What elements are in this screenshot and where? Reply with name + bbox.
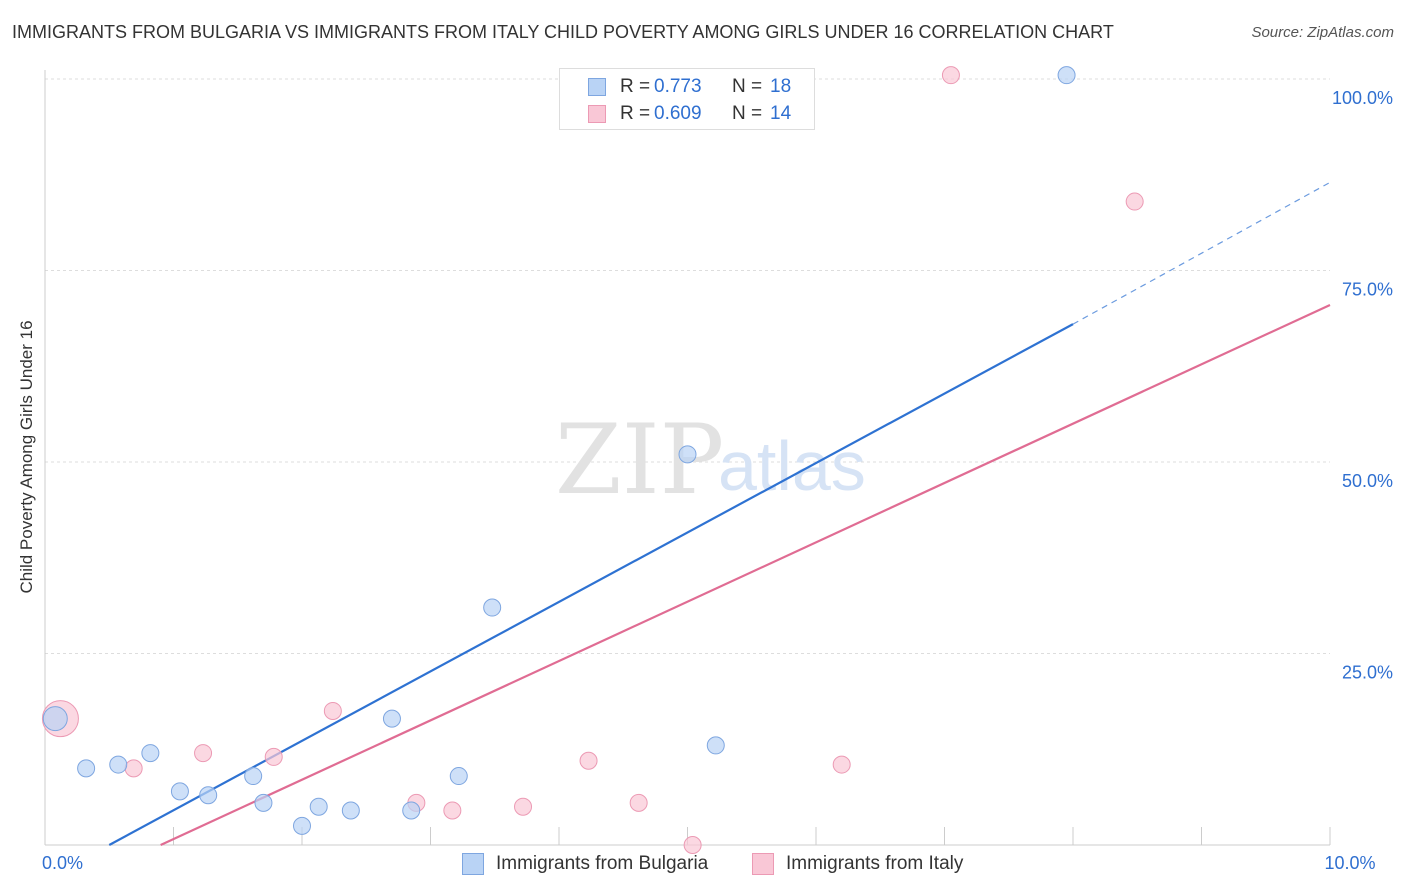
bulgaria-point [293,816,311,835]
source-credit: Source: ZipAtlas.com [1251,24,1394,41]
bulgaria-point [341,801,360,820]
watermark-zip: ZIP [555,404,724,516]
italy-point [514,797,533,816]
bulgaria-point [449,767,468,786]
bulgaria-point [170,782,189,801]
x-tick-label: 0.0% [42,853,83,873]
n-value: 14 [770,103,792,124]
y-tick-label: 50.0% [1342,471,1393,491]
italy-point [579,751,598,770]
bulgaria-point [402,801,421,820]
n-value: 18 [770,76,792,97]
bulgaria-point [483,598,502,617]
y-tick-label: 25.0% [1342,663,1393,683]
italy-point [683,836,702,854]
italy-point [194,744,213,763]
correlation-legend: R = 0.773 N = 18 R = 0.609 N = 14 [559,68,815,130]
n-label: N = [732,103,763,124]
italy-point [1125,192,1144,211]
x-tick-label: 10.0% [1324,853,1375,873]
italy-point [264,747,283,766]
chart-title: IMMIGRANTS FROM BULGARIA VS IMMIGRANTS F… [12,22,1114,42]
legend-label: Immigrants from Bulgaria [496,853,709,874]
bulgaria-point [109,755,128,774]
legend-row-bulgaria: R = 0.773 N = 18 [560,72,814,102]
legend-row-italy: R = 0.609 N = 14 [560,99,814,129]
n-label: N = [732,76,763,97]
italy-point [941,66,960,85]
trend-line-italy [160,303,1331,846]
watermark: ZIP atlas [555,404,866,516]
bulgaria-swatch [462,853,484,875]
bulgaria-point [77,759,96,778]
r-value: 0.609 [654,103,702,124]
data-points [41,66,1144,854]
bulgaria-point [706,736,725,755]
italy-point [124,759,143,778]
italy-swatch [588,105,606,123]
bulgaria-point [1057,66,1076,85]
bulgaria-point [244,767,263,786]
bulgaria-point [42,706,68,732]
gridlines [45,78,1330,654]
bulgaria-point [199,786,218,805]
bulgaria-point [382,709,401,728]
bulgaria-point [309,797,328,816]
bulgaria-swatch [588,78,606,96]
legend-label: Immigrants from Italy [786,853,964,874]
italy-point [443,801,462,820]
italy-point [323,701,342,720]
bulgaria-point [254,793,273,812]
bulgaria-point [678,445,697,464]
r-label: R = [620,103,651,124]
bulgaria-point [141,744,160,763]
italy-point [832,755,851,774]
italy-swatch [752,853,774,875]
watermark-atlas: atlas [718,427,866,505]
r-value: 0.773 [654,76,702,97]
tick-labels: 25.0% 50.0% 75.0% 100.0% 0.0% 10.0% [42,88,1393,873]
y-tick-label: 75.0% [1342,280,1393,300]
y-tick-label: 100.0% [1332,88,1393,108]
trend-line-bulgaria-extension [1072,181,1331,325]
r-label: R = [620,76,651,97]
series-legend: Immigrants from Bulgaria Immigrants from… [0,852,1406,878]
italy-point [629,793,648,812]
